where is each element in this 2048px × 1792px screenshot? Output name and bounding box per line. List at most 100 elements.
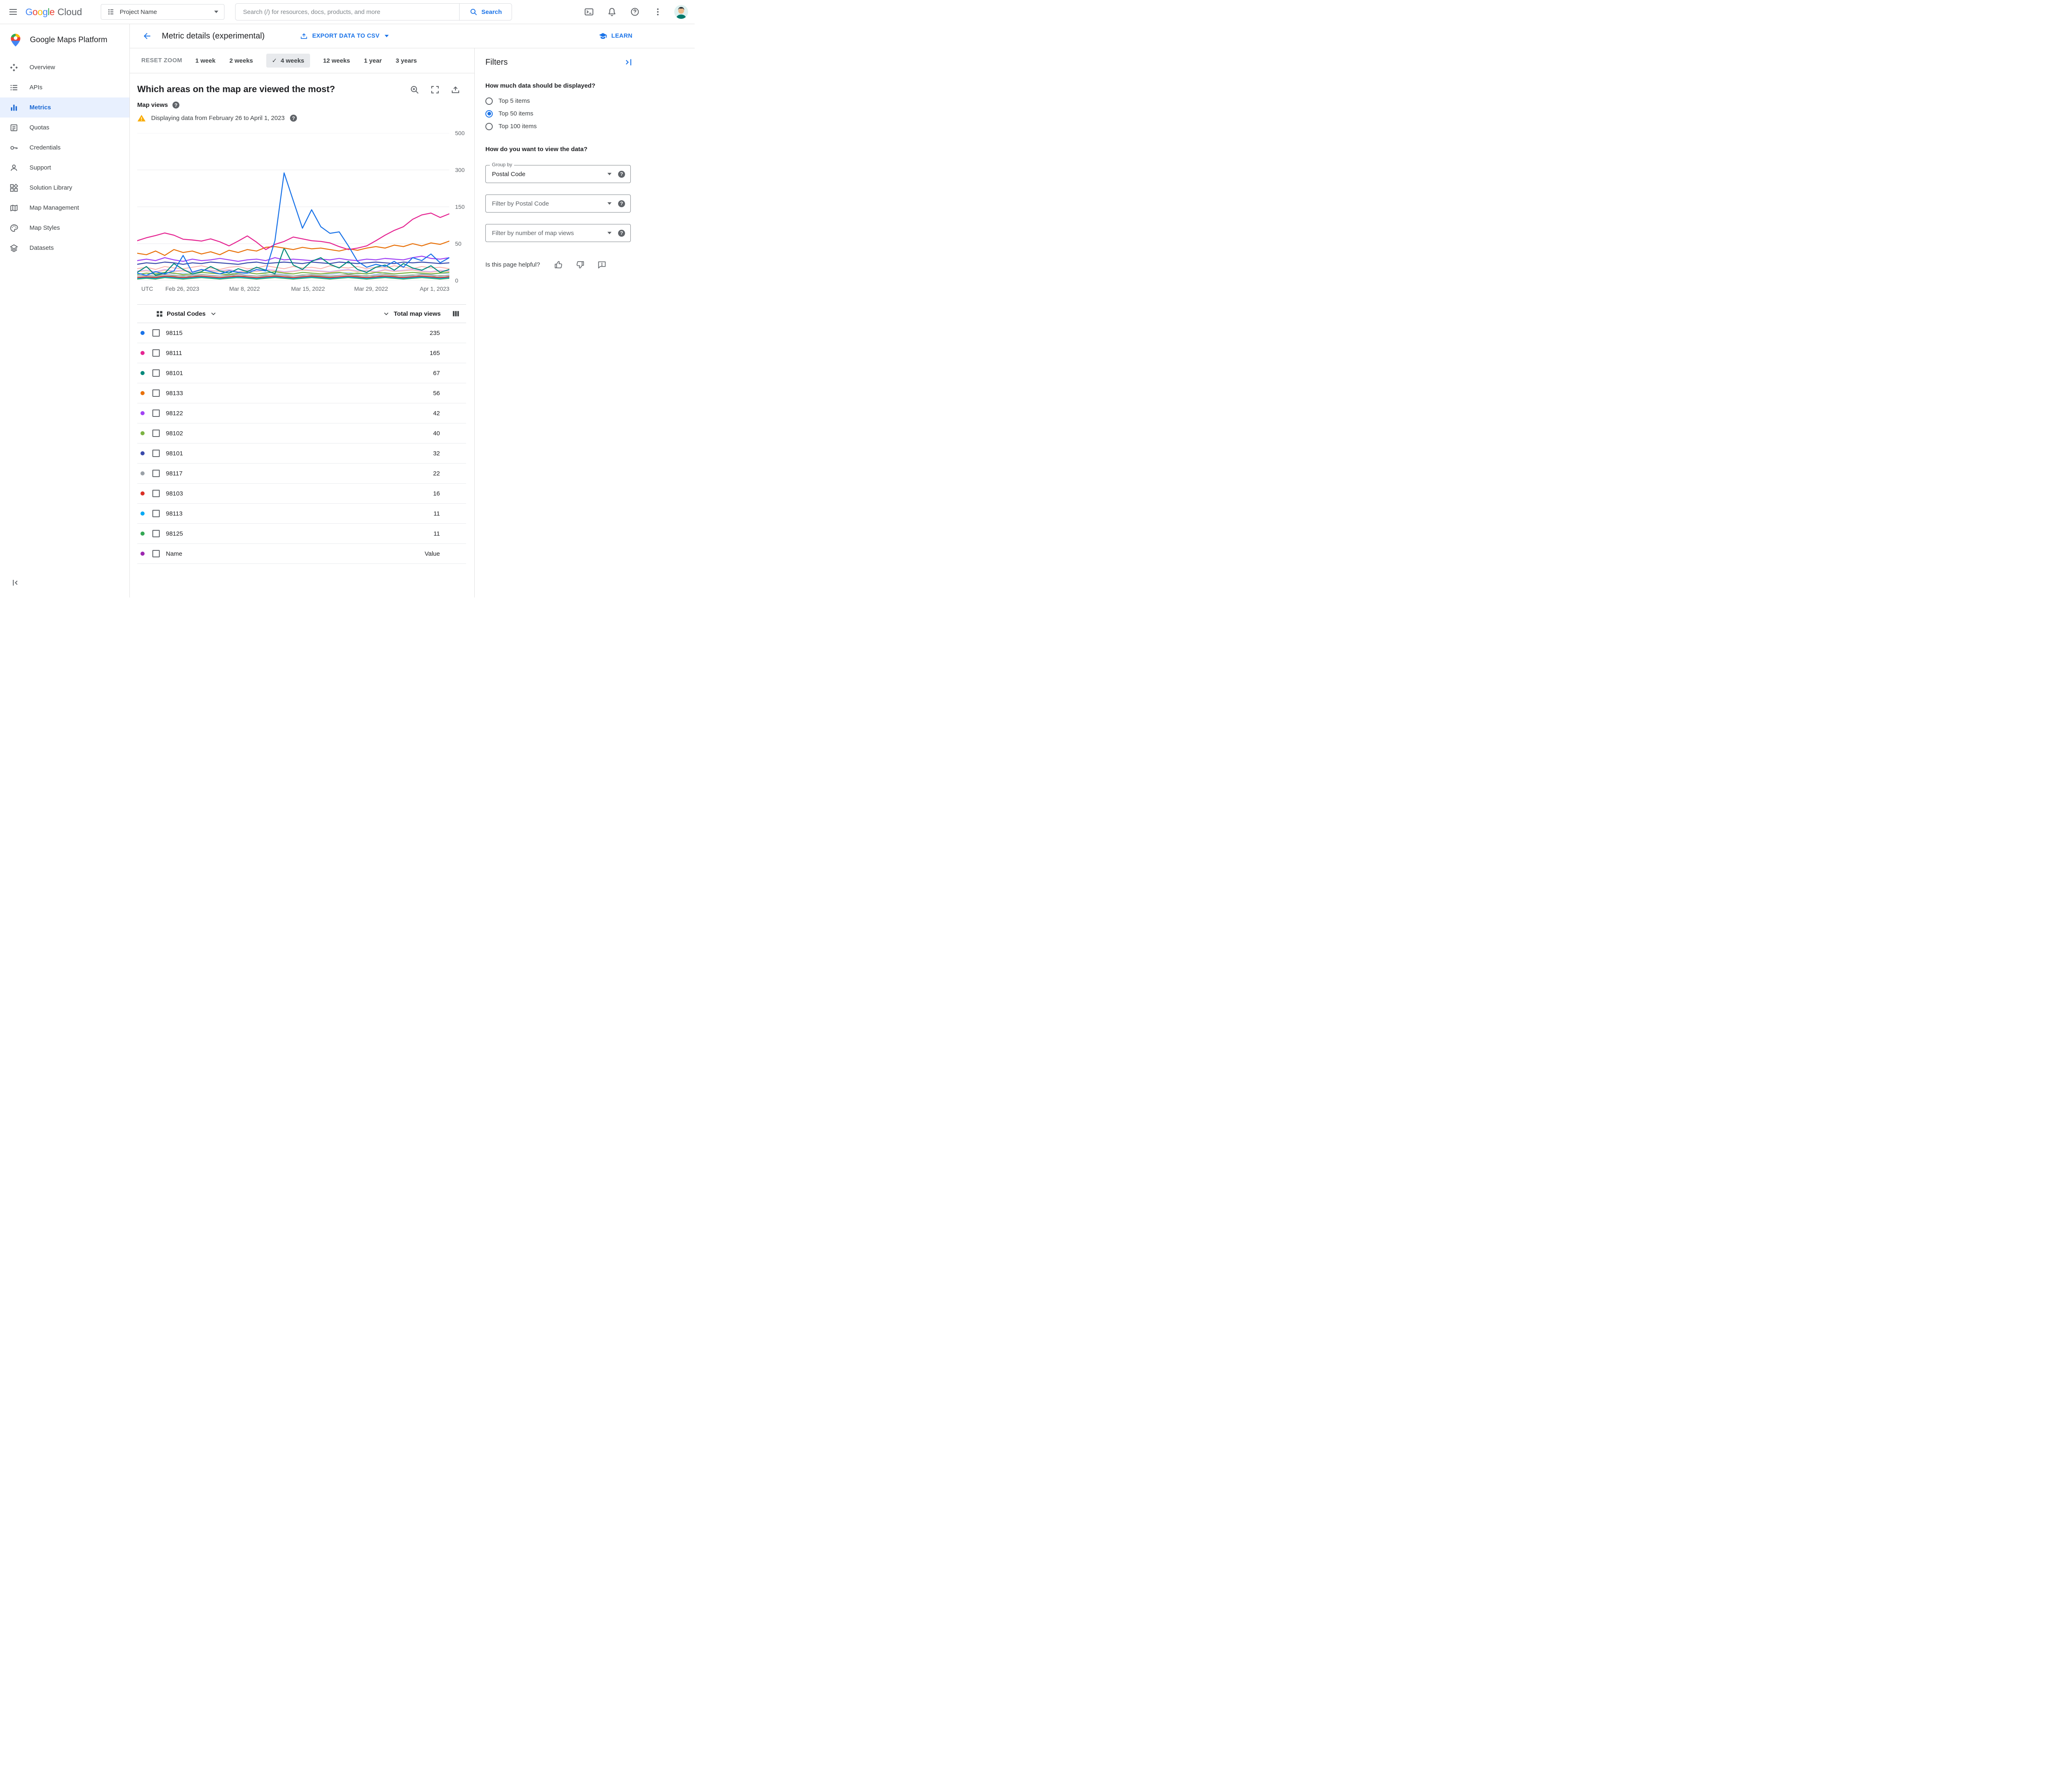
sidebar-item-support[interactable]: Support — [0, 158, 129, 178]
sidebar-item-overview[interactable]: Overview — [0, 57, 129, 77]
learn-label: LEARN — [611, 33, 632, 39]
radio-top-50-items[interactable]: Top 50 items — [485, 107, 633, 120]
postal-code-filter-select[interactable]: Filter by Postal Code ? — [485, 195, 631, 213]
row-checkbox[interactable] — [152, 410, 160, 417]
row-checkbox[interactable] — [152, 349, 160, 357]
chart-plot-svg[interactable] — [137, 133, 449, 281]
cloud-shell-button[interactable] — [580, 3, 598, 21]
sidebar-item-credentials[interactable]: Credentials — [0, 138, 129, 158]
row-postal-code: 98133 — [166, 389, 183, 397]
sidebar-item-label: Metrics — [29, 104, 51, 111]
more-options-button[interactable] — [649, 3, 667, 21]
sidebar-collapse-button[interactable] — [7, 574, 25, 592]
sidebar-item-datasets[interactable]: Datasets — [0, 238, 129, 258]
row-postal-code: 98101 — [166, 369, 183, 377]
series-color-dot — [140, 391, 145, 395]
table-row: 98125 11 — [137, 524, 466, 544]
thumbs-up-button[interactable] — [554, 260, 563, 269]
page-header: Metric details (experimental) EXPORT DAT… — [130, 24, 695, 48]
help-button[interactable] — [626, 3, 644, 21]
row-checkbox[interactable] — [152, 389, 160, 397]
radio-top-5-items[interactable]: Top 5 items — [485, 95, 633, 107]
y-axis-label: 500 — [455, 130, 465, 136]
table-row: 98117 22 — [137, 464, 466, 484]
series-color-dot — [140, 451, 145, 455]
chart-fullscreen-button[interactable] — [430, 85, 440, 95]
key-icon — [9, 143, 18, 152]
google-cloud-logo[interactable]: Google Cloud — [25, 7, 82, 18]
search-button[interactable]: Search — [459, 4, 512, 20]
logo-cloud-word: Cloud — [57, 6, 82, 17]
value-column-header[interactable]: Total map views — [382, 310, 441, 318]
radio-top-100-items[interactable]: Top 100 items — [485, 120, 633, 133]
metric-help-icon[interactable]: ? — [172, 102, 180, 109]
chart-zoom-button[interactable] — [410, 85, 419, 95]
reset-zoom-button[interactable]: RESET ZOOM — [141, 57, 182, 64]
thumbs-down-button[interactable] — [575, 260, 585, 269]
column-settings-button[interactable] — [451, 309, 460, 318]
timerange-1-year[interactable]: 1 year — [364, 57, 382, 64]
sidebar-item-solution-library[interactable]: Solution Library — [0, 178, 129, 198]
group-by-select[interactable]: Group by Postal Code ? — [485, 162, 631, 183]
sidebar-item-label: Map Management — [29, 204, 79, 211]
table-row: 98113 11 — [137, 504, 466, 524]
timerange-12-weeks[interactable]: 12 weeks — [323, 57, 350, 64]
row-checkbox[interactable] — [152, 510, 160, 517]
project-selector[interactable]: Project Name — [101, 4, 225, 20]
notifications-button[interactable] — [603, 3, 621, 21]
sidebar-item-map-management[interactable]: Map Management — [0, 198, 129, 218]
row-total-views: 165 — [429, 349, 440, 357]
hamburger-menu-button[interactable] — [4, 3, 22, 21]
warning-help-icon[interactable]: ? — [290, 115, 297, 122]
map-views-filter-select[interactable]: Filter by number of map views ? — [485, 224, 631, 242]
timerange-3-years[interactable]: 3 years — [396, 57, 417, 64]
row-postal-code: 98101 — [166, 450, 183, 457]
quotas-icon — [9, 123, 18, 132]
chart-export-button[interactable] — [451, 85, 460, 95]
row-checkbox[interactable] — [152, 430, 160, 437]
back-button[interactable] — [141, 30, 153, 42]
sidebar-item-map-styles[interactable]: Map Styles — [0, 218, 129, 238]
send-feedback-button[interactable] — [597, 260, 607, 269]
search-input[interactable] — [236, 4, 460, 20]
series-98133 — [137, 240, 449, 256]
timerange-1-week[interactable]: 1 week — [195, 57, 216, 64]
group-by-help-icon[interactable]: ? — [618, 170, 625, 178]
time-range-options: 1 week 2 weeks ✓ 4 weeks 12 weeks 1 year 3 yea… — [195, 54, 418, 68]
avatar[interactable] — [674, 5, 688, 19]
radio-icon — [485, 122, 493, 130]
metric-detail-area: Which areas on the map are viewed the mo… — [130, 73, 474, 597]
y-axis-label: 150 — [455, 204, 465, 210]
row-checkbox[interactable] — [152, 550, 160, 557]
sidebar-item-apis[interactable]: APIs — [0, 77, 129, 97]
value-column-label: Total map views — [394, 310, 441, 317]
widgets-icon — [9, 183, 18, 192]
sidebar-item-metrics[interactable]: Metrics — [0, 97, 129, 118]
row-total-views: 32 — [433, 450, 440, 457]
filters-collapse-button[interactable] — [623, 57, 633, 68]
row-checkbox[interactable] — [152, 369, 160, 377]
row-checkbox[interactable] — [152, 490, 160, 497]
amount-question: How much data should be displayed? — [485, 82, 596, 89]
row-postal-code: 98103 — [166, 490, 183, 497]
row-checkbox[interactable] — [152, 329, 160, 337]
series-98103 — [137, 276, 449, 278]
filters-title: Filters — [485, 57, 508, 67]
export-csv-button[interactable]: EXPORT DATA TO CSV — [300, 32, 389, 40]
group-by-floating-label: Group by — [490, 162, 514, 167]
postal-filter-help-icon[interactable]: ? — [618, 200, 625, 207]
learn-button[interactable]: LEARN — [598, 32, 632, 41]
timerange-2-weeks[interactable]: 2 weeks — [229, 57, 253, 64]
series-color-dot — [140, 411, 145, 415]
product-title: Google Maps Platform — [30, 36, 108, 44]
views-filter-help-icon[interactable]: ? — [618, 229, 625, 237]
row-postal-code: 98122 — [166, 410, 183, 417]
row-total-views: 67 — [433, 369, 440, 377]
group-by-column-header[interactable]: Postal Codes — [137, 310, 217, 318]
avatar-image — [674, 5, 688, 19]
row-checkbox[interactable] — [152, 530, 160, 537]
row-checkbox[interactable] — [152, 470, 160, 477]
row-checkbox[interactable] — [152, 450, 160, 457]
timerange-4-weeks[interactable]: ✓ 4 weeks — [266, 54, 310, 68]
sidebar-item-quotas[interactable]: Quotas — [0, 118, 129, 138]
